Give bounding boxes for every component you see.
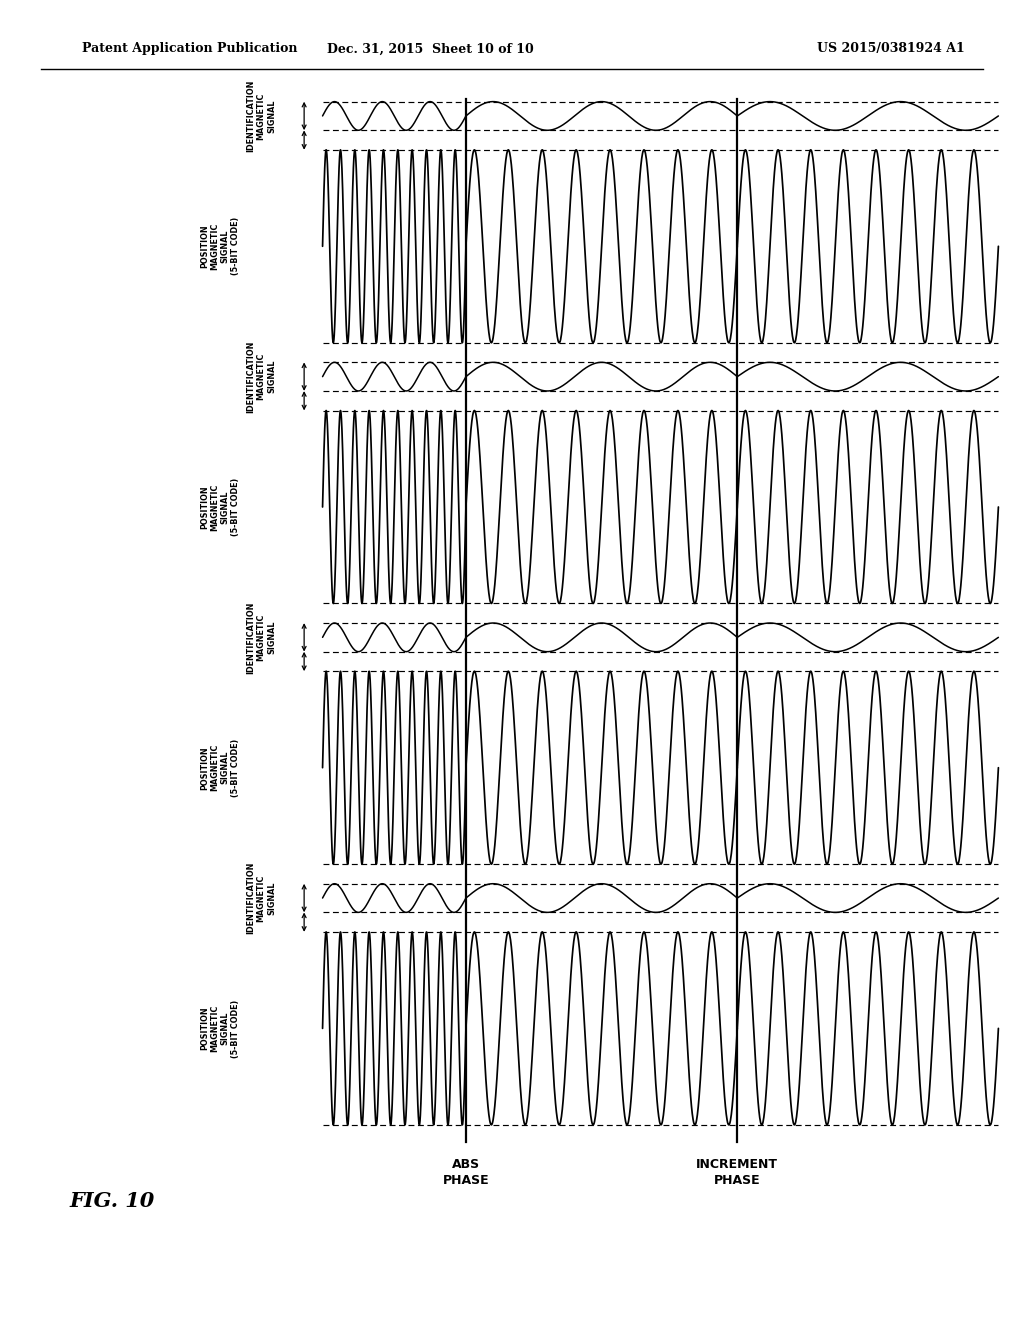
Text: US 2015/0381924 A1: US 2015/0381924 A1 <box>817 42 965 55</box>
Text: FIG. 10: FIG. 10 <box>70 1191 155 1212</box>
Text: IDENTIFICATION
MAGNETIC
SIGNAL: IDENTIFICATION MAGNETIC SIGNAL <box>246 601 276 673</box>
Text: IDENTIFICATION
MAGNETIC
SIGNAL: IDENTIFICATION MAGNETIC SIGNAL <box>246 862 276 935</box>
Text: POSITION
MAGNETIC
SIGNAL
(5-BIT CODE): POSITION MAGNETIC SIGNAL (5-BIT CODE) <box>200 739 241 797</box>
Text: IDENTIFICATION
MAGNETIC
SIGNAL: IDENTIFICATION MAGNETIC SIGNAL <box>246 79 276 152</box>
Text: POSITION
MAGNETIC
SIGNAL
(5-BIT CODE): POSITION MAGNETIC SIGNAL (5-BIT CODE) <box>200 478 241 536</box>
Text: POSITION
MAGNETIC
SIGNAL
(5-BIT CODE): POSITION MAGNETIC SIGNAL (5-BIT CODE) <box>200 999 241 1057</box>
Text: ABS
PHASE: ABS PHASE <box>442 1158 489 1187</box>
Text: Patent Application Publication: Patent Application Publication <box>82 42 297 55</box>
Text: POSITION
MAGNETIC
SIGNAL
(5-BIT CODE): POSITION MAGNETIC SIGNAL (5-BIT CODE) <box>200 218 241 276</box>
Text: Dec. 31, 2015  Sheet 10 of 10: Dec. 31, 2015 Sheet 10 of 10 <box>327 42 534 55</box>
Text: INCREMENT
PHASE: INCREMENT PHASE <box>696 1158 778 1187</box>
Text: IDENTIFICATION
MAGNETIC
SIGNAL: IDENTIFICATION MAGNETIC SIGNAL <box>246 341 276 413</box>
